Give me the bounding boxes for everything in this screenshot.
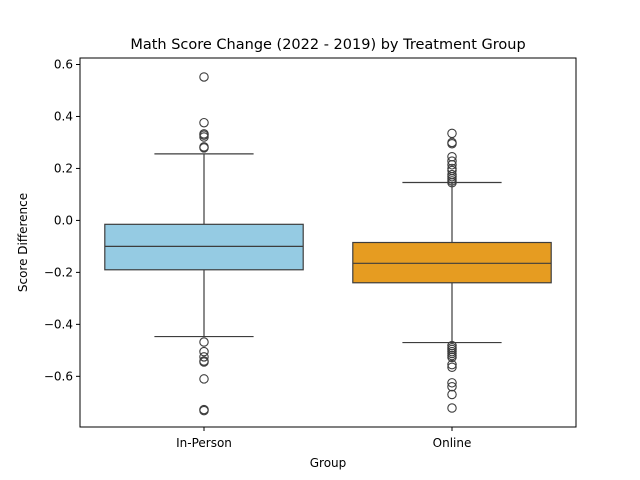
- outlier-point: [447, 128, 457, 139]
- outlier-point: [199, 357, 209, 367]
- x-tick-label: Online: [433, 436, 472, 450]
- box-in-person: [104, 72, 304, 416]
- outlier-point: [199, 405, 209, 416]
- outlier-point: [199, 374, 209, 384]
- outlier-point: [199, 117, 209, 128]
- outlier-point: [199, 337, 209, 347]
- outlier-point: [447, 381, 457, 392]
- chart-title: Math Score Change (2022 - 2019) by Treat…: [130, 37, 525, 53]
- iqr-box: [104, 223, 304, 271]
- y-tick-label: 0.2: [54, 161, 73, 175]
- x-tick-label: In-Person: [176, 436, 232, 450]
- plot-frame: [79, 57, 577, 428]
- outlier-point: [447, 156, 457, 166]
- box-online: [352, 128, 552, 413]
- y-tick-label: −0.6: [44, 369, 73, 383]
- y-tick-label: −0.2: [44, 265, 73, 279]
- outlier-point: [447, 359, 457, 370]
- outlier-point: [447, 403, 457, 413]
- y-tick-label: 0.4: [54, 109, 73, 123]
- x-axis-label: Group: [310, 456, 347, 470]
- y-tick-label: −0.4: [44, 317, 73, 331]
- outlier-point: [447, 139, 457, 149]
- y-axis-label: Score Difference: [16, 193, 30, 292]
- outlier-point: [447, 177, 457, 188]
- outlier-point: [199, 143, 209, 153]
- outlier-point: [199, 346, 209, 357]
- outlier-point: [447, 389, 457, 400]
- outlier-point: [199, 132, 209, 142]
- outlier-point: [447, 362, 457, 372]
- outlier-point: [447, 352, 457, 363]
- plot-area: [104, 72, 552, 416]
- outlier-point: [199, 72, 209, 82]
- y-tick-label: 0.0: [54, 213, 73, 227]
- outlier-point: [447, 378, 457, 388]
- y-tick-label: 0.6: [54, 57, 73, 71]
- outlier-point: [447, 160, 457, 170]
- outlier-point: [199, 352, 209, 362]
- iqr-box: [352, 241, 552, 284]
